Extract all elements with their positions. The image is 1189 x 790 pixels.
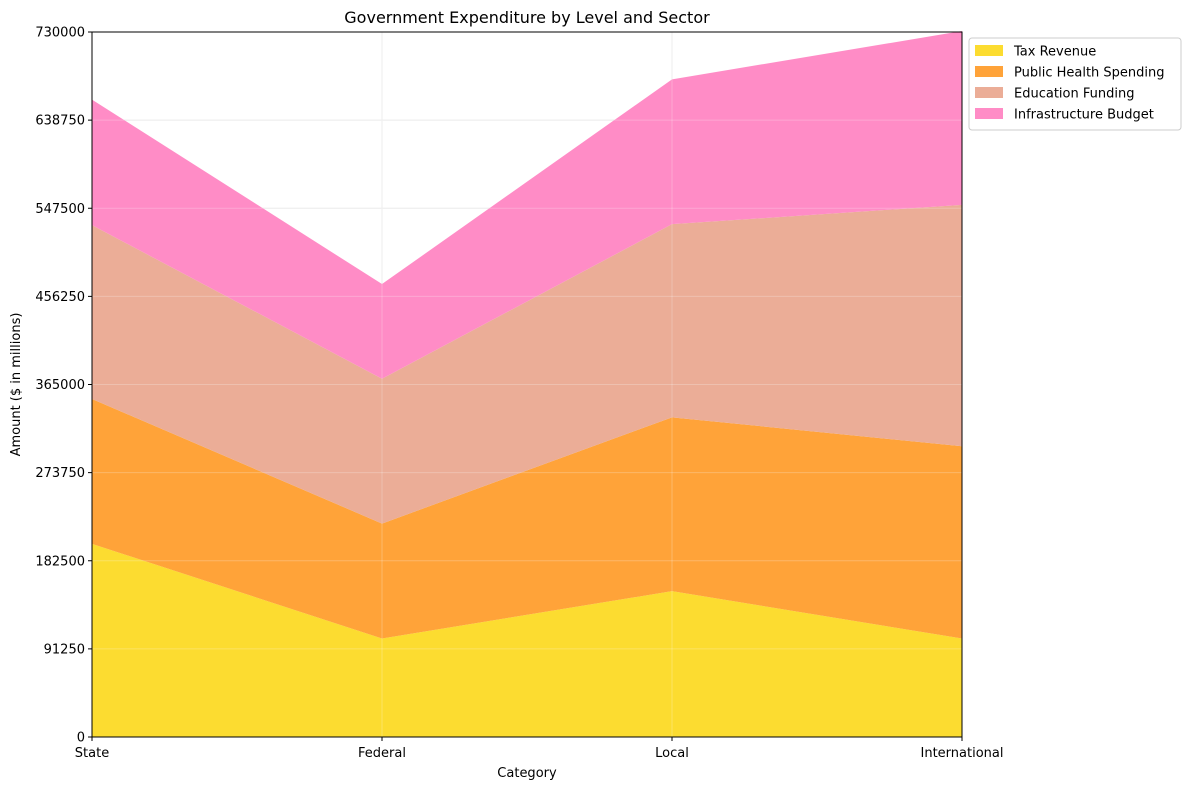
y-tick-label: 638750: [35, 114, 85, 129]
x-tick-label: State: [75, 746, 109, 761]
x-tick-label: Federal: [358, 746, 406, 761]
y-axis: 0 91250 182500 273750 365000 456250 547500 6387…: [35, 26, 92, 746]
x-axis: State Federal Local International: [75, 737, 1004, 761]
plot-areas: [91, 31, 963, 738]
legend-swatch: [975, 66, 1003, 77]
legend-swatch: [975, 87, 1003, 98]
area-series-2: [92, 398, 962, 639]
legend-label: Public Health Spending: [1014, 66, 1165, 81]
legend-label: Tax Revenue: [1013, 45, 1096, 60]
y-tick-label: 273750: [35, 466, 85, 481]
chart-title: Government Expenditure by Level and Sect…: [344, 8, 710, 27]
area-series-4: [92, 31, 962, 379]
legend: Tax Revenue Public Health Spending Educati…: [968, 37, 1182, 131]
x-tick-label: International: [921, 746, 1004, 761]
y-axis-title: Amount ($ in millions): [9, 313, 24, 457]
y-tick-label: 730000: [35, 26, 85, 41]
legend-swatch: [975, 108, 1003, 119]
y-tick-label: 182500: [35, 554, 85, 569]
y-tick-label: 456250: [35, 290, 85, 305]
legend-box: [968, 37, 1182, 131]
y-tick-label: 365000: [35, 378, 85, 393]
area-series-3: [92, 204, 962, 524]
legend-label: Education Funding: [1014, 87, 1134, 102]
y-tick-label: 547500: [35, 202, 85, 217]
y-tick-label: 0: [77, 731, 85, 746]
legend-swatch: [975, 45, 1003, 56]
x-tick-label: Local: [655, 746, 689, 761]
legend-label: Infrastructure Budget: [1014, 108, 1154, 123]
area-series-1: [92, 543, 962, 737]
y-tick-label: 91250: [44, 642, 85, 657]
x-axis-title: Category: [497, 766, 557, 781]
